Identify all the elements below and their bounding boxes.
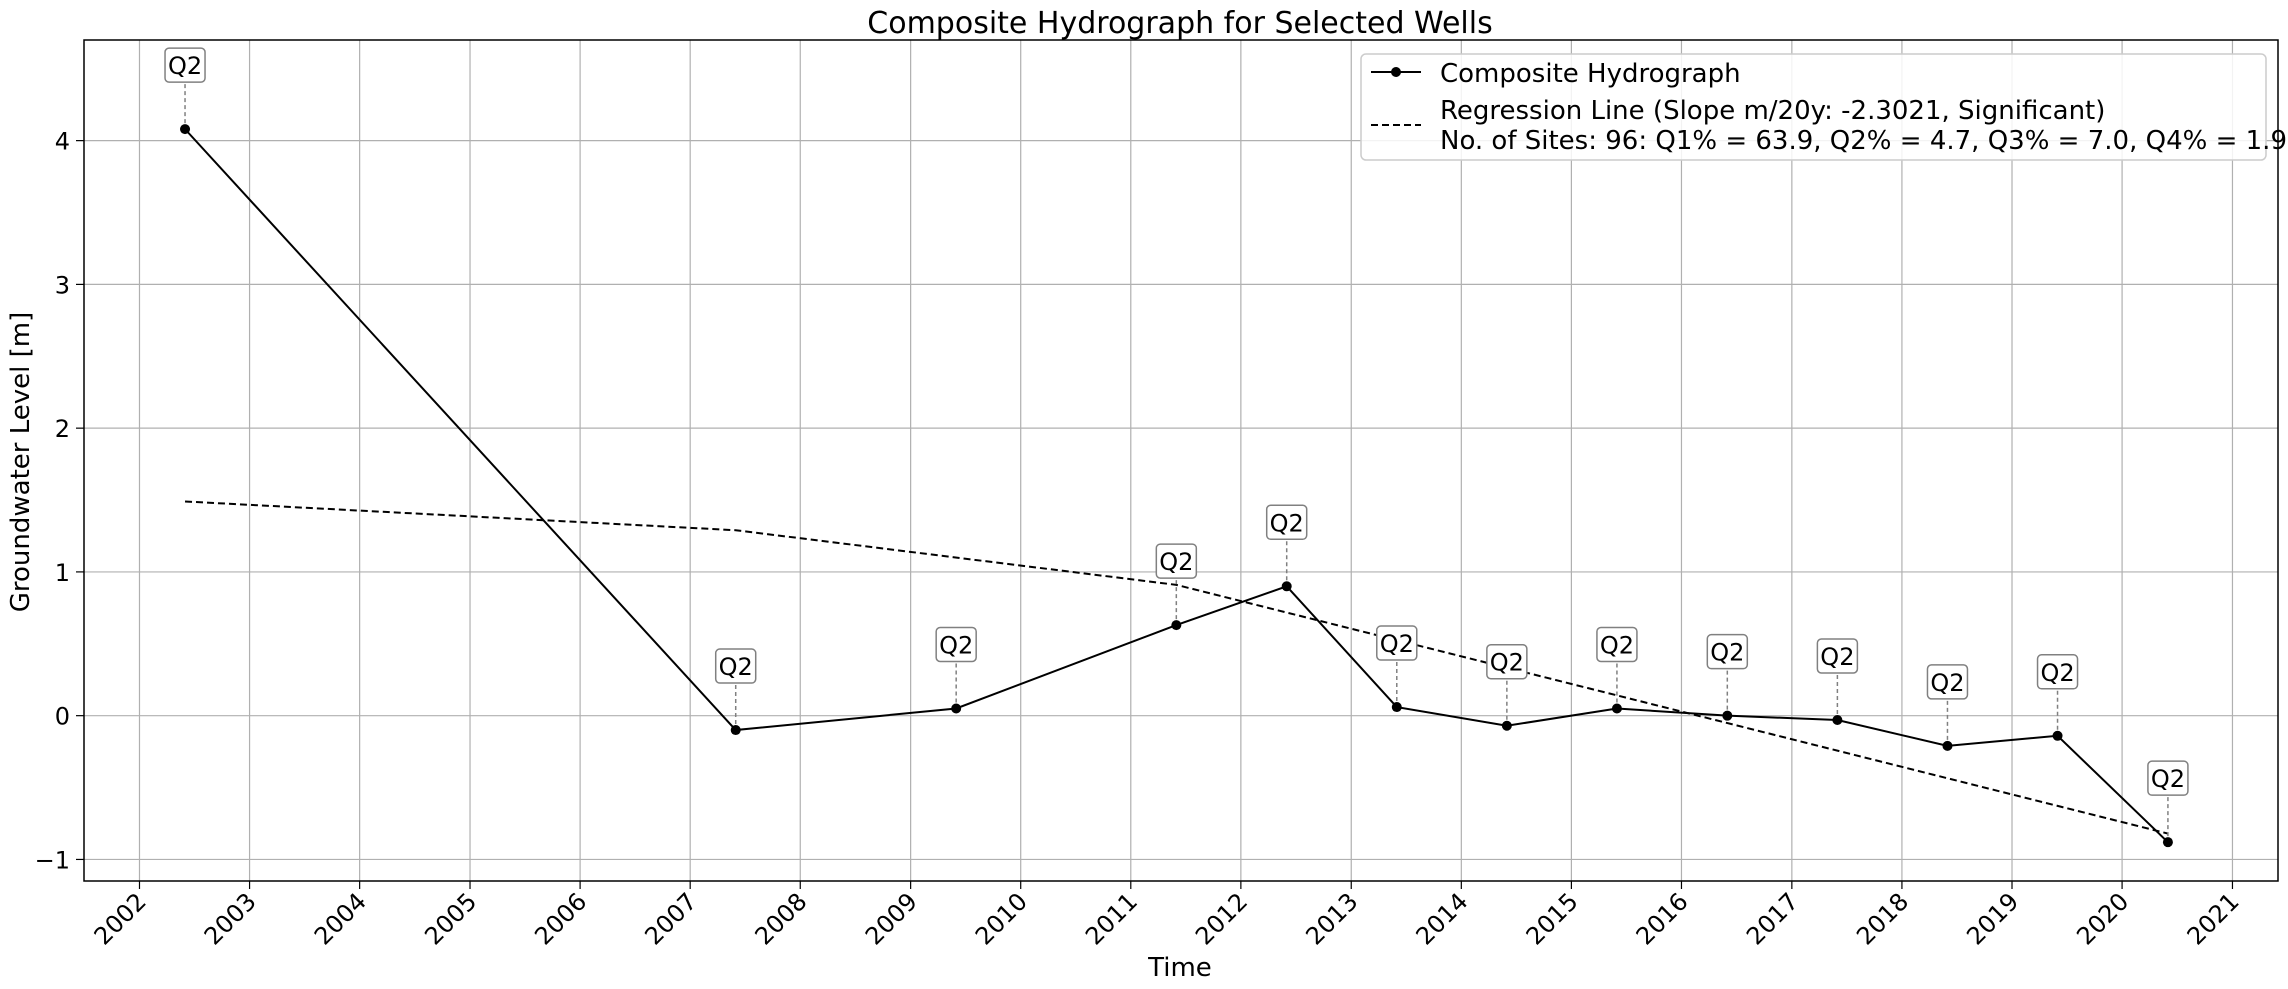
legend-hydrograph-label: Composite Hydrograph <box>1440 59 1741 89</box>
annotation-label: Q2 <box>2151 765 2185 793</box>
y-tick-label: 0 <box>55 703 70 731</box>
y-tick-label: 3 <box>55 271 70 299</box>
legend-box <box>1360 53 2267 161</box>
hydrograph-point <box>180 124 191 135</box>
annotation-box <box>2147 760 2189 796</box>
annotation-label: Q2 <box>939 631 973 659</box>
annotation-label: Q2 <box>1930 669 1964 697</box>
annotation-label: Q2 <box>1270 509 1304 537</box>
hydrograph-point <box>1281 581 1292 592</box>
hydrograph-point <box>1722 710 1733 721</box>
annotation-box <box>1155 543 1198 579</box>
annotations-layer: Q2 Q2 Q2 Q2 Q2 Q2 Q2 Q2 Q2 Q2 Q2 Q2 Q2 <box>164 47 2189 837</box>
annotation: Q2 <box>714 648 757 725</box>
annotation: Q2 <box>164 47 206 124</box>
annotation-box <box>1596 626 1638 663</box>
hydrograph-point <box>1501 720 1512 731</box>
annotation-label: Q2 <box>2040 659 2074 687</box>
hydrograph-point <box>1942 740 1953 751</box>
annotation: Q2 <box>1596 626 1638 703</box>
annotation-label: Q2 <box>1490 649 1524 677</box>
annotation-box <box>1926 664 1969 700</box>
annotation-label: Q2 <box>1159 548 1193 576</box>
annotation: Q2 <box>1155 543 1198 620</box>
annotation: Q2 <box>935 626 977 703</box>
hydrograph-point <box>1611 703 1622 714</box>
y-tick-label: 4 <box>55 128 70 156</box>
annotation: Q2 <box>1706 633 1749 710</box>
regression-line-layer <box>184 500 2169 835</box>
hydrograph-series-layer <box>180 124 2173 848</box>
y-axis-label: Groundwater Level [m] <box>6 312 36 613</box>
y-axis-ticks: −1 0 1 2 3 4 <box>35 128 84 874</box>
annotation-box <box>1486 643 1528 680</box>
annotation: Q2 <box>1376 625 1418 702</box>
hydrograph-point <box>1391 702 1402 713</box>
annotation-label: Q2 <box>719 653 753 681</box>
hydrograph-point <box>2052 730 2063 741</box>
annotation: Q2 <box>2036 654 2079 730</box>
annotation: Q2 <box>2147 760 2189 837</box>
hydrograph-point <box>1832 714 1843 725</box>
annotation-box <box>1816 638 1859 674</box>
hydrograph-point <box>2162 837 2173 848</box>
annotation-label: Q2 <box>1820 643 1854 671</box>
legend-regression-label: Regression Line (Slope m/20y: -2.3021, S… <box>1440 96 2105 126</box>
regression-line <box>184 500 2169 835</box>
legend-hydrograph-marker <box>1391 67 1401 77</box>
hydrograph-point <box>730 725 741 736</box>
annotation-label: Q2 <box>1710 639 1744 667</box>
x-axis-label: Time <box>1147 953 1212 983</box>
annotation-box <box>164 47 206 83</box>
annotation: Q2 <box>1265 504 1308 581</box>
annotation-box <box>935 626 977 663</box>
legend: Composite Hydrograph Regression Line (Sl… <box>1360 53 2287 161</box>
y-tick-label: 2 <box>55 415 70 443</box>
annotation-label: Q2 <box>1600 631 1634 659</box>
annotation: Q2 <box>1926 664 1969 740</box>
annotation-box <box>1265 504 1308 541</box>
annotation-box <box>1376 625 1418 661</box>
annotation: Q2 <box>1816 638 1859 714</box>
hydrograph-point <box>951 703 962 714</box>
y-tick-label: −1 <box>35 846 70 874</box>
chart-title: Composite Hydrograph for Selected Wells <box>867 6 1492 41</box>
hydrograph-point <box>1171 620 1182 631</box>
annotation-label: Q2 <box>1380 630 1414 658</box>
annotation-box <box>2036 654 2079 690</box>
annotation-box <box>1706 633 1749 670</box>
plot-area-frame <box>83 39 2279 882</box>
annotation-box <box>714 648 757 684</box>
annotation: Q2 <box>1486 643 1528 720</box>
annotation-label: Q2 <box>168 52 202 80</box>
legend-sites-label: No. of Sites: 96: Q1% = 63.9, Q2% = 4.7,… <box>1440 126 2287 156</box>
y-tick-label: 1 <box>55 559 70 587</box>
